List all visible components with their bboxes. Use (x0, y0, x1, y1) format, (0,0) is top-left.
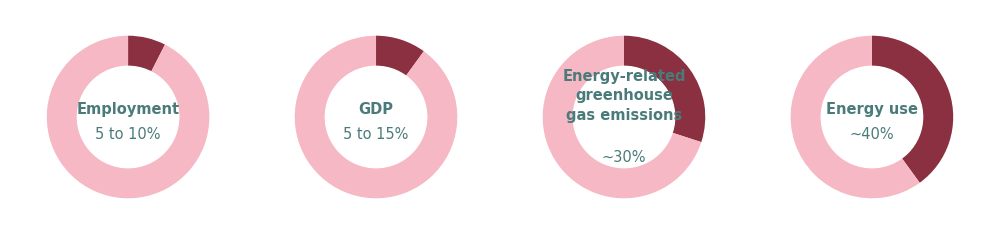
Text: ~40%: ~40% (850, 127, 894, 142)
Wedge shape (295, 36, 457, 198)
Text: Energy use: Energy use (826, 102, 918, 117)
Text: Employment: Employment (77, 102, 180, 117)
Circle shape (325, 66, 427, 168)
Wedge shape (624, 36, 705, 142)
Wedge shape (47, 36, 209, 198)
Wedge shape (128, 36, 165, 72)
Circle shape (573, 66, 675, 168)
Text: 5 to 10%: 5 to 10% (95, 127, 161, 142)
Wedge shape (791, 36, 920, 198)
Circle shape (821, 66, 923, 168)
Text: Energy-related
greenhouse
gas emissions: Energy-related greenhouse gas emissions (562, 69, 686, 123)
Wedge shape (376, 36, 424, 76)
Wedge shape (543, 36, 701, 198)
Text: 5 to 15%: 5 to 15% (343, 127, 409, 142)
Text: ~30%: ~30% (602, 150, 646, 165)
Circle shape (77, 66, 179, 168)
Wedge shape (872, 36, 953, 183)
Text: GDP: GDP (359, 102, 394, 117)
